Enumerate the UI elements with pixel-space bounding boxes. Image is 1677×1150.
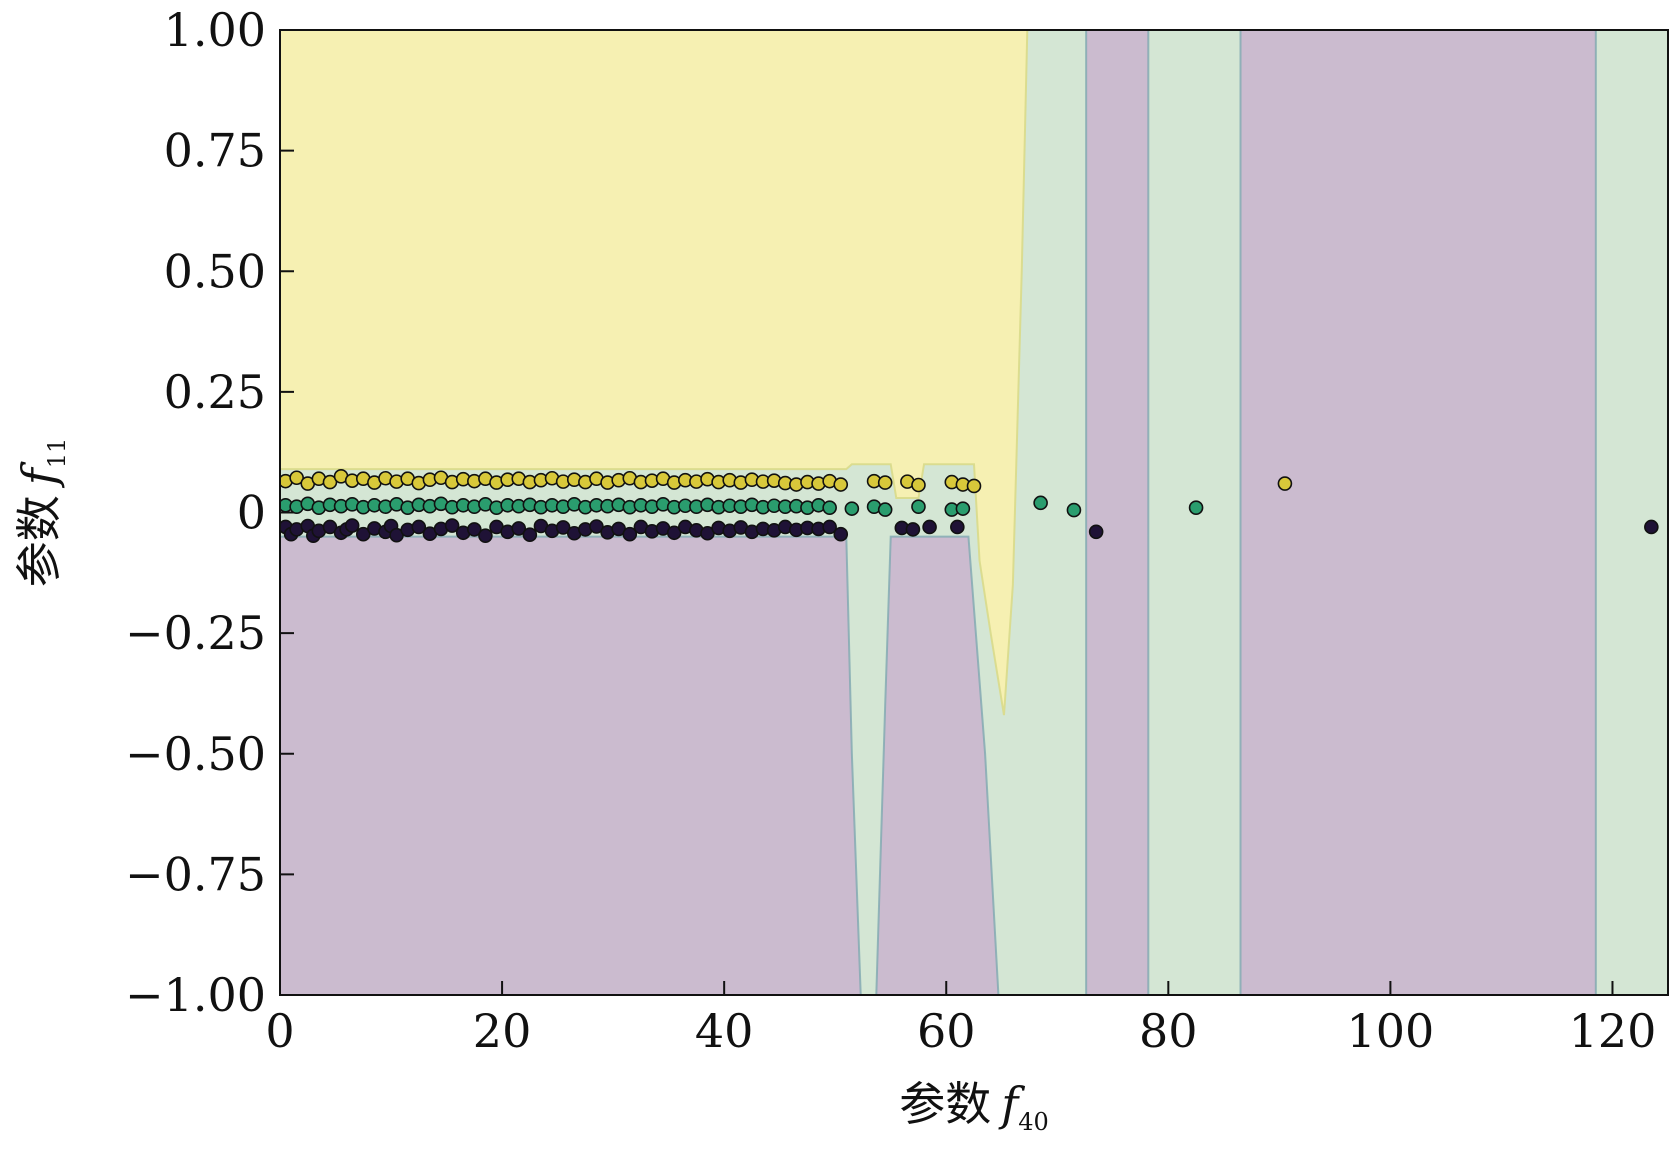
data-point bbox=[355, 526, 371, 542]
data-point bbox=[1033, 495, 1048, 511]
x-tick-label: 80 bbox=[1139, 1004, 1198, 1058]
region-upper bbox=[280, 30, 1028, 716]
data-point bbox=[622, 526, 638, 542]
data-point bbox=[589, 519, 604, 534]
data-point bbox=[911, 477, 926, 493]
y-tick-label: 0.75 bbox=[164, 124, 266, 178]
data-point bbox=[966, 478, 982, 494]
data-point bbox=[922, 519, 937, 535]
data-point bbox=[950, 519, 965, 535]
data-point bbox=[877, 475, 893, 490]
y-tick-label: −0.50 bbox=[125, 727, 266, 781]
data-point bbox=[666, 525, 682, 541]
data-points bbox=[280, 469, 1659, 543]
data-point bbox=[411, 519, 427, 535]
data-point bbox=[511, 521, 527, 536]
y-tick-label: −0.75 bbox=[125, 847, 266, 901]
y-axis-title: 参数f11 bbox=[12, 438, 71, 588]
x-tick-label: 60 bbox=[917, 1004, 976, 1058]
y-tick-label: 1.00 bbox=[164, 3, 266, 57]
decision-regions bbox=[280, 30, 1668, 995]
data-point bbox=[289, 470, 304, 486]
boundary-lower-line bbox=[280, 30, 1668, 995]
x-axis-title: 参数 f40 bbox=[899, 1077, 1049, 1136]
data-point bbox=[822, 519, 837, 535]
y-tick-label: −1.00 bbox=[125, 968, 266, 1022]
y-tick-label: 0.50 bbox=[164, 244, 266, 298]
data-point bbox=[1188, 500, 1204, 515]
data-point bbox=[844, 501, 860, 516]
data-point bbox=[467, 522, 482, 537]
y-tick-label: 0.25 bbox=[164, 365, 266, 419]
y-axis: 1.00 0.75 0.50 0.25 0 −0.25 −0.50 −0.75 −1.00 bbox=[125, 3, 294, 1022]
data-point bbox=[522, 527, 538, 542]
x-tick-label: 120 bbox=[1569, 1004, 1657, 1058]
data-point bbox=[877, 502, 893, 517]
x-tick-label: 0 bbox=[265, 1004, 294, 1058]
data-point bbox=[905, 522, 921, 537]
data-point bbox=[955, 501, 971, 516]
data-point bbox=[911, 499, 926, 515]
data-point bbox=[1644, 519, 1659, 535]
data-point bbox=[1088, 524, 1104, 540]
data-point bbox=[1277, 476, 1293, 491]
data-point bbox=[555, 520, 571, 535]
data-point bbox=[833, 477, 849, 492]
data-point bbox=[322, 519, 338, 535]
data-point bbox=[833, 526, 849, 542]
x-tick-label: 40 bbox=[695, 1004, 754, 1058]
x-axis: 0 20 40 60 80 100 120 bbox=[265, 981, 1656, 1058]
boundary-upper-line bbox=[280, 30, 1029, 716]
y-tick-label: 0 bbox=[237, 486, 266, 540]
data-point bbox=[344, 518, 360, 533]
data-point bbox=[322, 474, 338, 490]
region-lower bbox=[280, 30, 1668, 995]
x-tick-label: 100 bbox=[1346, 1004, 1434, 1058]
data-point bbox=[478, 528, 493, 543]
x-tick-label: 20 bbox=[473, 1004, 532, 1058]
data-point bbox=[822, 500, 837, 515]
data-point bbox=[444, 518, 460, 533]
data-point bbox=[1066, 502, 1082, 518]
y-tick-label: −0.25 bbox=[125, 606, 266, 660]
